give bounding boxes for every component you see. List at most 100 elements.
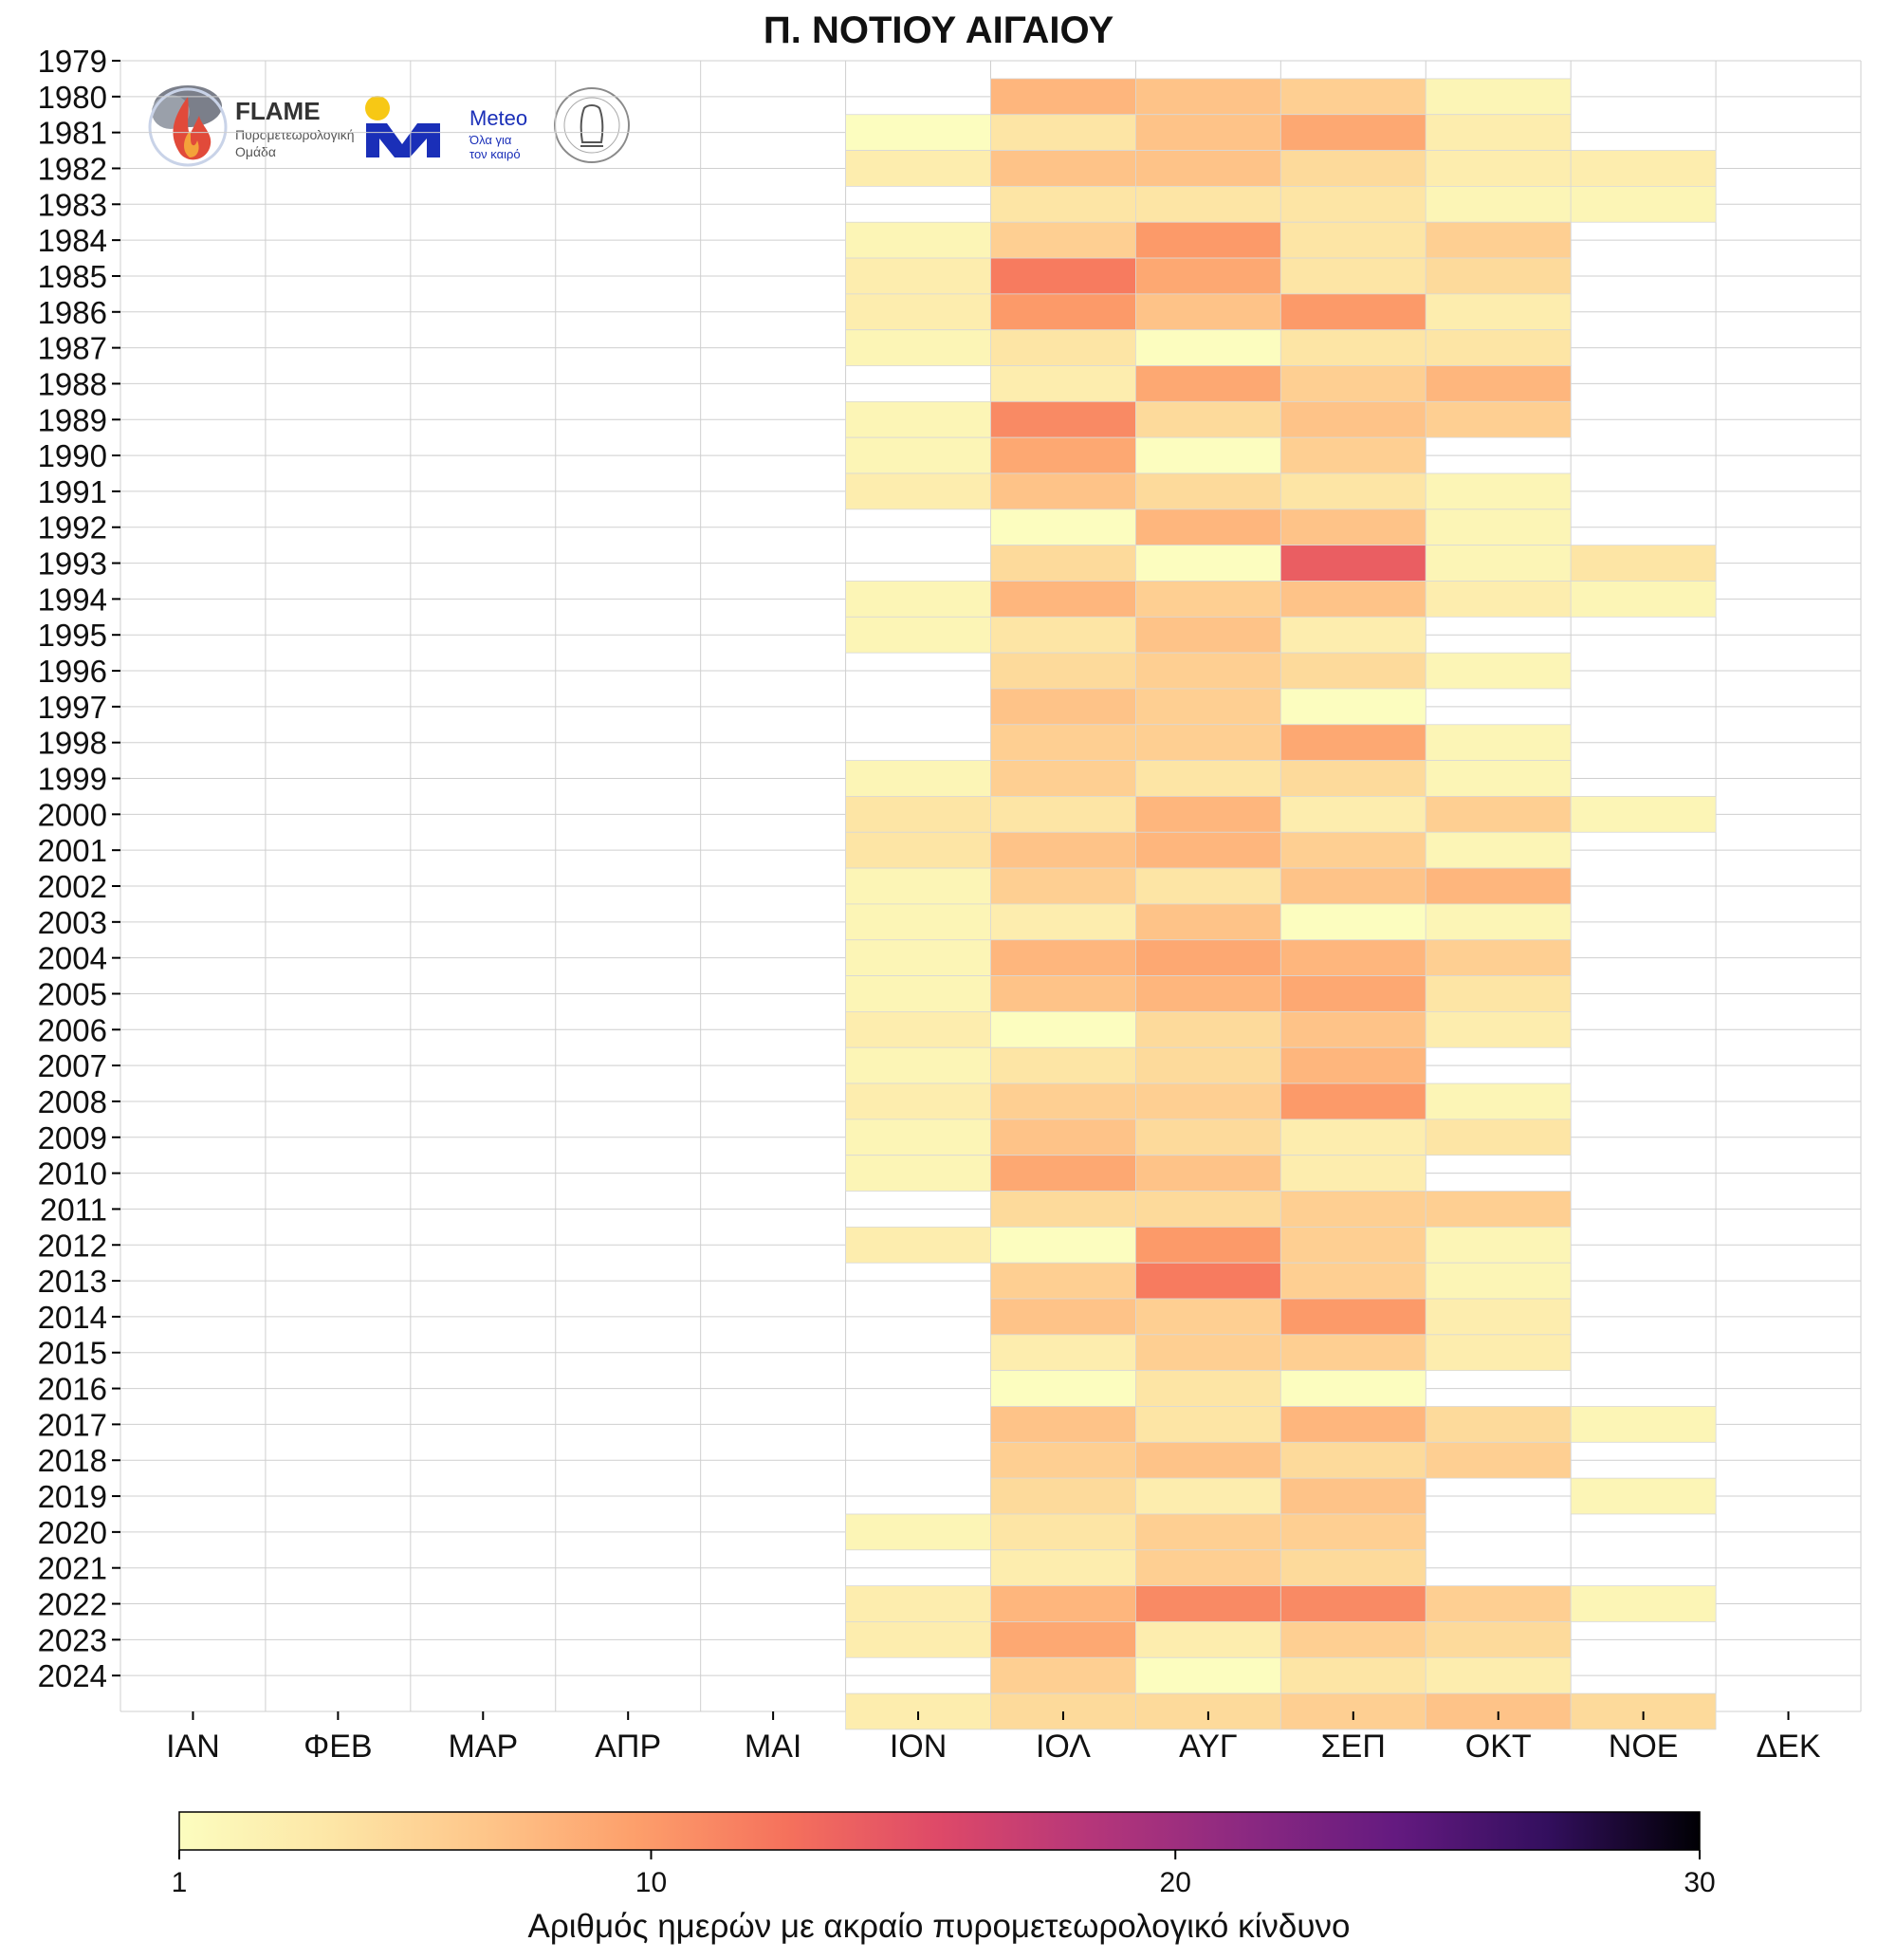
heatmap-cell-1998-ΑΥΓ: [1135, 760, 1281, 797]
heatmap-cell-2004-ΟΚΤ: [1425, 975, 1572, 1012]
heatmap-cell-2012-ΑΥΓ: [1135, 1262, 1281, 1300]
heatmap-cell-1990-ΣΕΠ: [1279, 472, 1426, 510]
heatmap-cell-2020-ΑΥΓ: [1135, 1549, 1281, 1587]
heatmap-cell-2012-ΙΟΛ: [990, 1262, 1136, 1300]
heatmap-cell-2004-ΙΟΝ: [845, 975, 991, 1012]
heatmap-cell-2008-ΟΚΤ: [1425, 1119, 1572, 1156]
axes: 1979198019811982198319841985198619871988…: [38, 44, 1821, 1765]
heatmap-cell-1991-ΙΟΛ: [990, 508, 1136, 546]
heatmap-cell-1986-ΙΟΝ: [845, 329, 991, 366]
x-tick-label-ΝΟΕ: ΝΟΕ: [1609, 1729, 1679, 1765]
y-tick-label-2024: 2024: [38, 1658, 107, 1693]
heatmap-cell-1987-ΙΟΛ: [990, 365, 1136, 402]
heatmap-cell-2020-ΙΟΛ: [990, 1549, 1136, 1587]
heatmap-cell-1980-ΙΟΝ: [845, 114, 991, 151]
y-tick-label-2001: 2001: [38, 833, 107, 868]
heatmap-cell-1997-ΙΟΛ: [990, 724, 1136, 762]
heatmap-cell-1984-ΙΟΛ: [990, 257, 1136, 295]
heatmap-cell-1980-ΙΟΛ: [990, 114, 1136, 151]
y-tick-label-1988: 1988: [38, 366, 107, 401]
heatmap-cell-1981-ΟΚΤ: [1425, 150, 1572, 187]
heatmap-cell-1990-ΙΟΝ: [845, 472, 991, 510]
heatmap-cell-1998-ΟΚΤ: [1425, 760, 1572, 797]
flame-logo-name: FLAME: [235, 97, 321, 125]
colorbar-tick-label-1: 1: [172, 1867, 188, 1898]
heatmap-cell-1981-ΙΟΝ: [845, 150, 991, 187]
heatmap-cell-2018-ΑΥΓ: [1135, 1477, 1281, 1515]
heatmap-cell-1997-ΟΚΤ: [1425, 724, 1572, 762]
heatmap-cell-2002-ΟΚΤ: [1425, 903, 1572, 941]
y-tick-label-2016: 2016: [38, 1372, 107, 1407]
y-tick-label-2000: 2000: [38, 797, 107, 832]
heatmap-cell-2022-ΣΕΠ: [1279, 1621, 1426, 1658]
heatmap-cell-2014-ΑΥΓ: [1135, 1334, 1281, 1372]
heatmap-cell-2019-ΣΕΠ: [1279, 1513, 1426, 1551]
heatmap-cell-2014-ΣΕΠ: [1279, 1334, 1426, 1372]
heatmap-cell-1995-ΑΥΓ: [1135, 652, 1281, 690]
heatmap-cell-2002-ΙΟΛ: [990, 903, 1136, 941]
colorbar-tick-label-20: 20: [1160, 1867, 1191, 1898]
heatmap-cell-1985-ΙΟΛ: [990, 293, 1136, 331]
heatmap-cell-2016-ΝΟΕ: [1570, 1406, 1717, 1443]
heatmap-cell-1994-ΑΥΓ: [1135, 616, 1281, 654]
heatmap-cell-1981-ΝΟΕ: [1570, 150, 1717, 187]
heatmap-cell-2019-ΙΟΝ: [845, 1513, 991, 1551]
heatmap-cell-1990-ΙΟΛ: [990, 472, 1136, 510]
heatmap-cell-2003-ΙΟΝ: [845, 939, 991, 976]
heatmap-cell-2008-ΣΕΠ: [1279, 1119, 1426, 1156]
y-tick-label-2014: 2014: [38, 1300, 107, 1335]
heatmap-cell-1999-ΟΚΤ: [1425, 796, 1572, 833]
y-tick-label-1987: 1987: [38, 331, 107, 366]
heatmap-cell-1988-ΙΟΛ: [990, 400, 1136, 438]
heatmap-cell-1996-ΣΕΠ: [1279, 688, 1426, 726]
heatmap-cell-1987-ΑΥΓ: [1135, 365, 1281, 402]
heatmap-cell-1980-ΟΚΤ: [1425, 114, 1572, 151]
heatmap-cell-2021-ΟΚΤ: [1425, 1585, 1572, 1622]
heatmap-cell-1984-ΟΚΤ: [1425, 257, 1572, 295]
y-tick-label-1989: 1989: [38, 402, 107, 437]
y-tick-label-1997: 1997: [38, 690, 107, 725]
heatmap-cell-1992-ΙΟΛ: [990, 545, 1136, 582]
heatmap-cell-2016-ΑΥΓ: [1135, 1406, 1281, 1443]
heatmap-cell-2016-ΟΚΤ: [1425, 1406, 1572, 1443]
heatmap-cell-2006-ΙΟΝ: [845, 1046, 991, 1084]
heatmap-cell-1991-ΣΕΠ: [1279, 508, 1426, 546]
heatmap-cell-1993-ΙΟΝ: [845, 581, 991, 618]
heatmap-cell-1982-ΑΥΓ: [1135, 185, 1281, 223]
heatmap-cell-1994-ΙΟΛ: [990, 616, 1136, 654]
heatmap-cell-1979-ΣΕΠ: [1279, 78, 1426, 116]
heatmap-cell-2022-ΙΟΝ: [845, 1621, 991, 1658]
heatmap-cell-2023-ΙΟΛ: [990, 1656, 1136, 1694]
heatmap-cell-1992-ΑΥΓ: [1135, 545, 1281, 582]
heatmap-cell-2012-ΣΕΠ: [1279, 1262, 1426, 1300]
heatmap-cell-2020-ΣΕΠ: [1279, 1549, 1426, 1587]
heatmap-cell-1981-ΣΕΠ: [1279, 150, 1426, 187]
y-tick-label-1982: 1982: [38, 151, 107, 186]
y-tick-label-2020: 2020: [38, 1515, 107, 1550]
heatmap-cell-1986-ΟΚΤ: [1425, 329, 1572, 366]
heatmap-cell-2013-ΙΟΛ: [990, 1298, 1136, 1336]
y-tick-label-1985: 1985: [38, 259, 107, 294]
x-tick-label-ΔΕΚ: ΔΕΚ: [1757, 1729, 1821, 1765]
heatmap-cell-2011-ΣΕΠ: [1279, 1226, 1426, 1264]
heatmap-cell-1984-ΣΕΠ: [1279, 257, 1426, 295]
y-tick-label-2007: 2007: [38, 1048, 107, 1083]
y-tick-label-1986: 1986: [38, 295, 107, 330]
heatmap-cell-1999-ΣΕΠ: [1279, 796, 1426, 833]
heatmap-cell-2023-ΟΚΤ: [1425, 1656, 1572, 1694]
heatmap-cell-1980-ΑΥΓ: [1135, 114, 1281, 151]
heatmap-cell-2009-ΣΕΠ: [1279, 1155, 1426, 1192]
heatmap-cell-1979-ΙΟΛ: [990, 78, 1136, 116]
heatmap-cell-2005-ΟΚΤ: [1425, 1010, 1572, 1048]
heatmap-cell-2023-ΑΥΓ: [1135, 1656, 1281, 1694]
heatmap-cell-1990-ΟΚΤ: [1425, 472, 1572, 510]
y-tick-label-1998: 1998: [38, 726, 107, 761]
heatmap-cell-1992-ΣΕΠ: [1279, 545, 1426, 582]
heatmap-cell-2011-ΙΟΝ: [845, 1226, 991, 1264]
heatmap-cell-2018-ΙΟΛ: [990, 1477, 1136, 1515]
heatmap-cell-2021-ΝΟΕ: [1570, 1585, 1717, 1622]
heatmap-cell-2001-ΙΟΛ: [990, 867, 1136, 905]
x-tick-label-ΜΑΡ: ΜΑΡ: [448, 1729, 518, 1765]
heatmap-cell-2017-ΙΟΛ: [990, 1441, 1136, 1479]
y-tick-label-1981: 1981: [38, 116, 107, 151]
